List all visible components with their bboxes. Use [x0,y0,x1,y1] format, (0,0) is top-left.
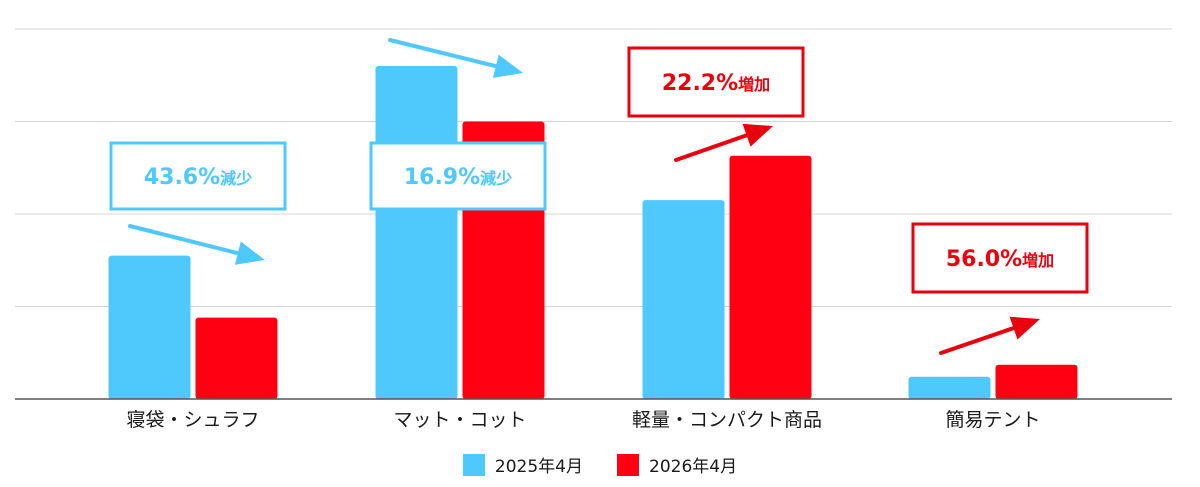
legend-swatch-2025 [462,453,485,476]
trend-arrow-head [234,241,265,265]
bar-2026 [195,317,278,399]
legend-label-2025: 2025年4月 [494,457,583,477]
legend: 2025年4月 2026年4月 [0,452,1200,477]
callout-box [627,46,805,118]
callout-box [369,141,547,211]
bar-2025 [642,200,725,399]
bar-2025 [375,66,458,399]
legend-label-2026: 2026年4月 [649,457,738,477]
category-labels: 寝袋・シュラフ マット・コット 軽量・コンパクト商品 簡易テント [126,409,1040,431]
trend-arrow-shaft [674,132,751,162]
category-label: 簡易テント [945,409,1040,431]
category-label: 寝袋・シュラフ [126,409,259,431]
trend-arrow-shaft [388,38,500,69]
callout-label: 56.0%増加 [946,247,1054,272]
trend-arrow-head [492,54,523,78]
bar-2025 [108,255,191,399]
trend-arrow-shaft [939,325,1018,355]
annotations: 43.6%減少 16.9%減少 22.2%増加 56.0%増加 [109,38,1089,355]
bar-2026 [729,155,812,399]
callout-box [911,222,1089,294]
callout-label: 16.9%減少 [404,165,512,190]
legend-item-2025: 2025年4月 [462,452,583,477]
category-label: マット・コット [393,409,526,431]
bar-2026 [995,364,1078,399]
bar-2025 [908,376,991,399]
trend-arrow-head [742,123,773,147]
trend-arrow-head [1009,316,1040,340]
category-label: 軽量・コンパクト商品 [632,409,822,431]
legend-item-2026: 2026年4月 [617,452,737,477]
gridlines [15,28,1172,307]
callout-label: 22.2%増加 [662,71,770,96]
legend-swatch-2026 [617,453,639,476]
callout-label: 43.6%減少 [144,165,252,190]
trend-arrow-shaft [128,224,242,256]
callout-box [109,141,287,211]
